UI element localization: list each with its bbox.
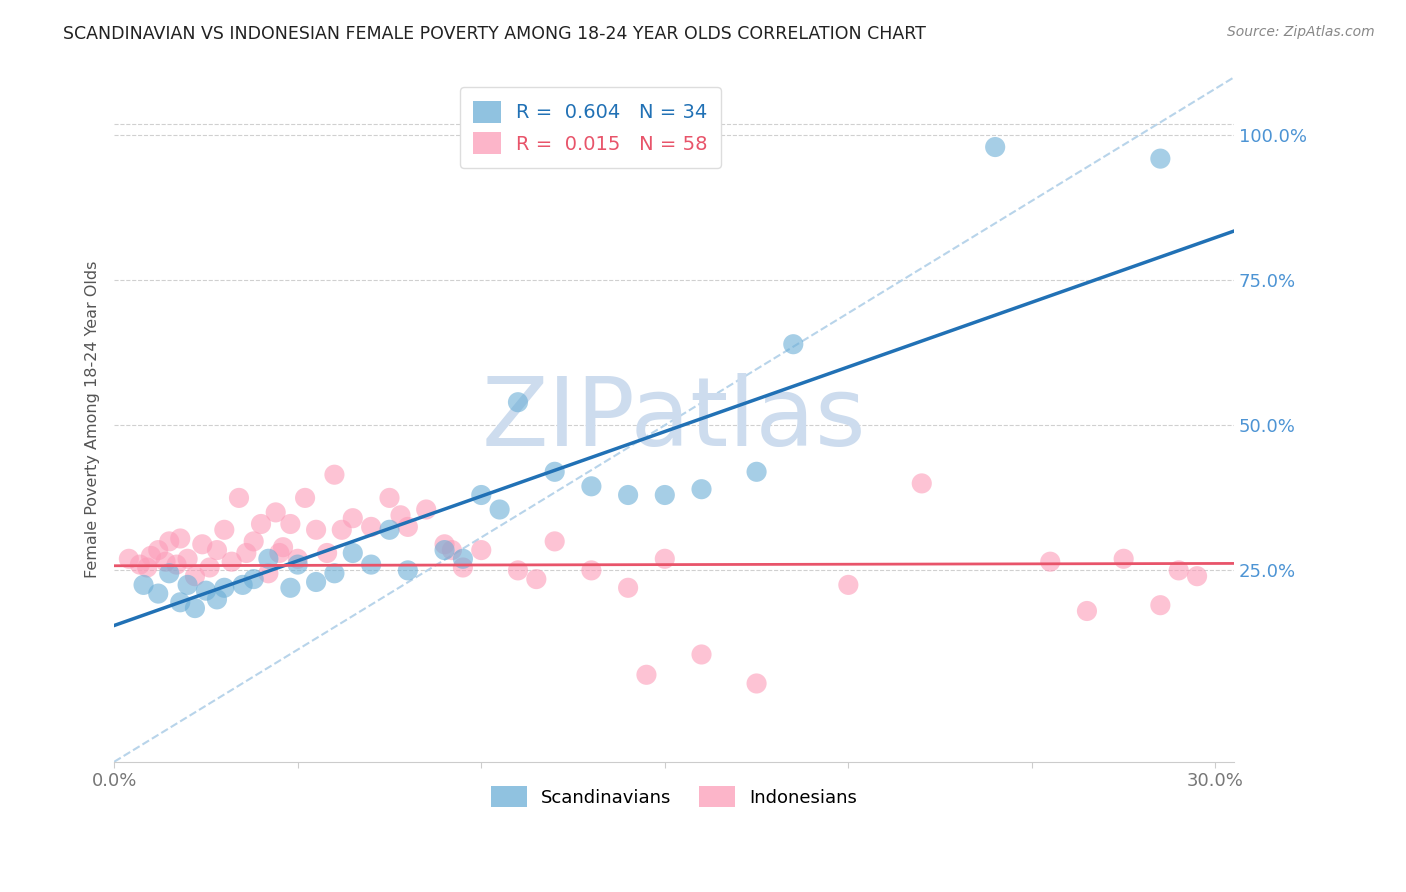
Point xyxy=(214,523,236,537)
Point xyxy=(544,465,567,479)
Point xyxy=(257,566,280,581)
Point xyxy=(166,558,188,572)
Point xyxy=(1112,551,1135,566)
Point xyxy=(194,583,217,598)
Point xyxy=(132,578,155,592)
Point xyxy=(360,558,382,572)
Point xyxy=(1039,555,1062,569)
Point xyxy=(396,563,419,577)
Point xyxy=(911,476,934,491)
Point xyxy=(280,581,302,595)
Point xyxy=(342,546,364,560)
Point xyxy=(198,560,221,574)
Point xyxy=(745,676,768,690)
Point xyxy=(323,566,346,581)
Point xyxy=(305,523,328,537)
Point xyxy=(544,534,567,549)
Point xyxy=(184,569,207,583)
Point xyxy=(389,508,412,523)
Point xyxy=(169,532,191,546)
Point xyxy=(294,491,316,505)
Point xyxy=(654,551,676,566)
Point xyxy=(316,546,339,560)
Point xyxy=(506,563,529,577)
Point xyxy=(396,520,419,534)
Point xyxy=(191,537,214,551)
Point xyxy=(470,488,492,502)
Point xyxy=(136,560,159,574)
Point xyxy=(378,523,401,537)
Point xyxy=(242,572,264,586)
Point xyxy=(280,516,302,531)
Point xyxy=(184,601,207,615)
Point xyxy=(264,505,287,519)
Point xyxy=(271,540,294,554)
Point xyxy=(155,555,177,569)
Point xyxy=(235,546,257,560)
Point xyxy=(176,551,198,566)
Point xyxy=(440,543,463,558)
Point xyxy=(636,667,658,681)
Text: ZIPatlas: ZIPatlas xyxy=(482,373,866,467)
Point xyxy=(232,578,254,592)
Point xyxy=(433,537,456,551)
Point xyxy=(269,546,291,560)
Point xyxy=(287,551,309,566)
Point xyxy=(1185,569,1208,583)
Point xyxy=(1149,152,1171,166)
Point xyxy=(984,140,1007,154)
Point xyxy=(782,337,804,351)
Point xyxy=(745,465,768,479)
Point xyxy=(470,543,492,558)
Point xyxy=(378,491,401,505)
Point xyxy=(242,534,264,549)
Point xyxy=(157,534,180,549)
Point xyxy=(488,502,510,516)
Point xyxy=(148,586,170,600)
Point xyxy=(330,523,353,537)
Point xyxy=(169,595,191,609)
Point xyxy=(205,592,228,607)
Point xyxy=(1167,563,1189,577)
Point xyxy=(506,395,529,409)
Point xyxy=(148,543,170,558)
Point xyxy=(415,502,437,516)
Point xyxy=(617,581,640,595)
Point xyxy=(176,578,198,592)
Point xyxy=(1076,604,1098,618)
Point xyxy=(257,551,280,566)
Point xyxy=(1149,598,1171,612)
Point xyxy=(360,520,382,534)
Text: Source: ZipAtlas.com: Source: ZipAtlas.com xyxy=(1227,25,1375,39)
Point xyxy=(524,572,547,586)
Point xyxy=(654,488,676,502)
Text: SCANDINAVIAN VS INDONESIAN FEMALE POVERTY AMONG 18-24 YEAR OLDS CORRELATION CHAR: SCANDINAVIAN VS INDONESIAN FEMALE POVERT… xyxy=(63,25,927,43)
Point xyxy=(128,558,150,572)
Point xyxy=(287,558,309,572)
Point xyxy=(617,488,640,502)
Point xyxy=(228,491,250,505)
Point xyxy=(205,543,228,558)
Point xyxy=(690,648,713,662)
Point xyxy=(323,467,346,482)
Point xyxy=(581,563,603,577)
Point xyxy=(451,551,474,566)
Point xyxy=(451,560,474,574)
Point xyxy=(690,482,713,496)
Point xyxy=(250,516,273,531)
Point xyxy=(139,549,162,563)
Point xyxy=(214,581,236,595)
Point xyxy=(433,543,456,558)
Point xyxy=(157,566,180,581)
Legend: Scandinavians, Indonesians: Scandinavians, Indonesians xyxy=(484,779,865,814)
Point xyxy=(118,551,141,566)
Point xyxy=(221,555,243,569)
Point xyxy=(581,479,603,493)
Point xyxy=(342,511,364,525)
Y-axis label: Female Poverty Among 18-24 Year Olds: Female Poverty Among 18-24 Year Olds xyxy=(86,261,100,578)
Point xyxy=(837,578,859,592)
Point xyxy=(305,574,328,589)
